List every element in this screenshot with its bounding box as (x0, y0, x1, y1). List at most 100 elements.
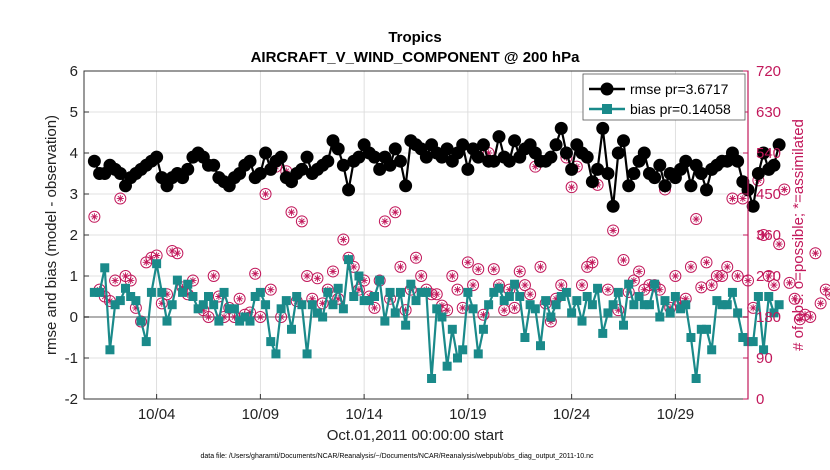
obs-count-point (757, 229, 770, 241)
obs-count-point (316, 297, 329, 310)
obs-assimilated-star (770, 281, 778, 289)
rmse-series (87, 121, 786, 213)
bias-point (172, 275, 182, 285)
obs-assimilated-star (474, 265, 482, 273)
obs-assimilated-star (557, 281, 565, 289)
obs-possible-circle (202, 311, 215, 323)
x-axis-label: Oct.01,2011 00:00:00 start (327, 427, 504, 444)
obs-possible-circle (524, 288, 537, 301)
rmse-point (336, 158, 350, 172)
bias-point (753, 292, 763, 301)
obs-possible-circle (518, 279, 531, 292)
obs-assimilated-star (630, 276, 638, 285)
obs-assimilated-star (588, 258, 596, 266)
bias-point (587, 300, 597, 310)
obs-assimilated-star (749, 304, 757, 312)
obs-assimilated-star (303, 272, 311, 280)
rmse-point (653, 158, 667, 172)
rmse-point (591, 162, 605, 176)
obs-assimilated-star (121, 272, 130, 280)
bias-point (136, 316, 146, 326)
obs-count-point (518, 279, 531, 292)
obs-possible-circle (586, 256, 599, 269)
obs-assimilated-star (640, 286, 648, 294)
bias-point (110, 300, 120, 310)
obs-count-point (555, 279, 568, 292)
bias-point (733, 308, 743, 318)
bias-point (525, 300, 535, 310)
obs-possible-circle (410, 251, 422, 264)
obs-assimilated-star (656, 286, 664, 294)
rmse-point (767, 158, 781, 172)
obs-assimilated-star (547, 317, 555, 326)
y-tick-label: 2 (70, 227, 78, 244)
obs-count-point (612, 304, 625, 317)
rmse-point (757, 146, 771, 160)
obs-count-point (202, 311, 215, 323)
x-tick-label: 10/29 (657, 406, 695, 423)
bias-point (442, 361, 452, 371)
data-file-footnote: data file: /Users/gharamti/Documents/NCA… (200, 453, 594, 460)
obs-possible-circle (249, 267, 262, 280)
bias-point (702, 324, 711, 334)
bias-point (152, 259, 162, 269)
obs-possible-circle (617, 254, 630, 267)
obs-assimilated-star (516, 267, 524, 276)
y-tick-label: -1 (65, 350, 78, 367)
obs-possible-circle (757, 229, 770, 241)
bias-point (447, 324, 457, 334)
bias-point (717, 300, 727, 310)
bias-point (162, 316, 172, 326)
bias-point (183, 279, 193, 289)
rmse-point (694, 167, 708, 180)
bias-point (748, 337, 758, 347)
bias-point (484, 300, 494, 310)
obs-possible-circle (565, 181, 578, 194)
obs-possible-circle (508, 301, 521, 314)
legend-bias-label: bias pr=0.14058 (630, 101, 731, 117)
rmse-point (300, 150, 314, 164)
obs-possible-circle (690, 213, 703, 226)
bias-point (582, 292, 592, 301)
bias-point (681, 300, 691, 310)
obs-possible-circle (285, 206, 298, 219)
bias-point (727, 287, 737, 297)
bias-point (224, 304, 234, 314)
bias-point (437, 312, 447, 322)
y-tick-label: 6 (70, 63, 78, 80)
obs-assimilated-star (536, 263, 545, 271)
bias-point (141, 337, 151, 347)
obs-possible-circle (399, 304, 412, 317)
y-right-tick-label: 270 (756, 268, 781, 285)
rmse-point (342, 183, 356, 197)
bias-point (608, 300, 618, 310)
bias-point (229, 304, 239, 314)
obs-assimilated-star (479, 311, 488, 319)
bias-point (650, 279, 660, 289)
rmse-point (746, 199, 760, 213)
obs-possible-circle (716, 270, 729, 282)
bias-point (561, 287, 571, 297)
obs-assimilated-star (189, 276, 197, 285)
obs-assimilated-star (412, 254, 420, 262)
bias-point (416, 287, 426, 297)
bias-point (115, 296, 125, 306)
rmse-point (617, 134, 630, 148)
obs-assimilated-star (210, 272, 218, 280)
obs-count-point (399, 304, 412, 317)
obs-count-point (109, 274, 122, 287)
obs-possible-circle (783, 276, 796, 289)
obs-count-point (171, 247, 184, 260)
obs-assimilated-star (448, 272, 456, 280)
obs-possible-circle (555, 279, 568, 292)
rmse-point (679, 154, 693, 168)
obs-possible-circle (721, 260, 734, 273)
bias-point (204, 292, 213, 301)
obs-possible-circle (446, 270, 459, 282)
obs-count-point (368, 301, 381, 314)
rmse-point (658, 179, 672, 193)
bias-point (395, 287, 405, 297)
obs-count-point (586, 256, 599, 269)
obs-assimilated-star (676, 299, 685, 307)
obs-possible-circle (441, 304, 454, 317)
